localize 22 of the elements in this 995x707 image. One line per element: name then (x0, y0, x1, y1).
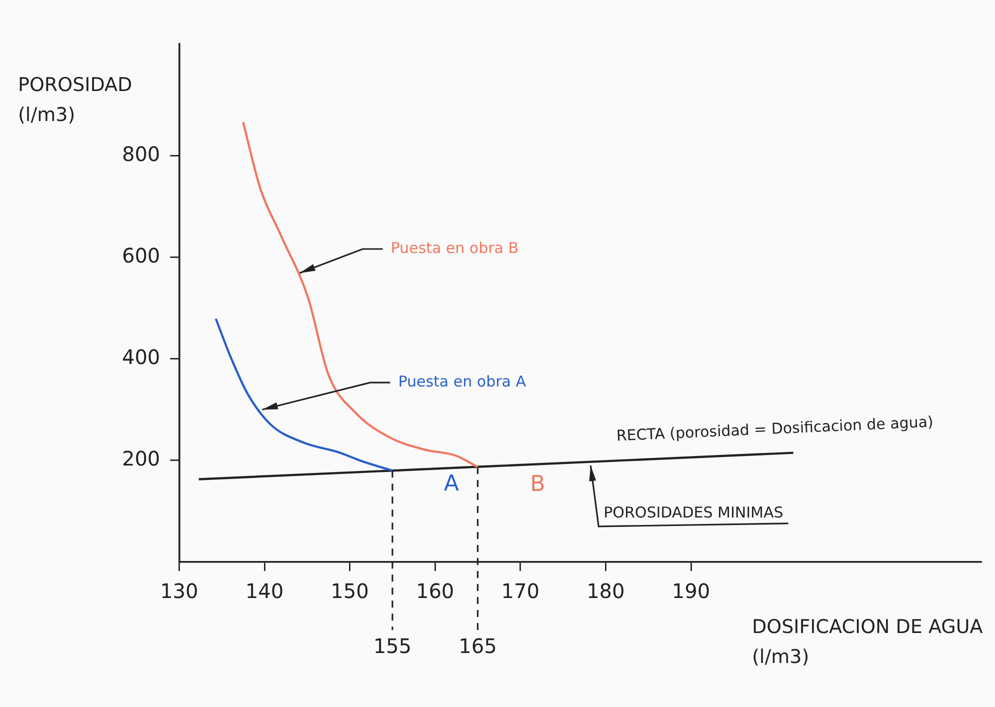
x-tick-label: 150 (330, 579, 369, 604)
x-tick-label: 160 (416, 579, 454, 604)
annotation: POROSIDADES MINIMAS (604, 503, 784, 522)
ref-line-label: 165 (458, 634, 497, 658)
y-tick-label: 600 (122, 243, 160, 268)
x-tick-label: 170 (501, 579, 540, 604)
y-tick-label: 200 (122, 446, 160, 471)
series-label: RECTA (porosidad = Dosificacion de agua) (616, 412, 934, 445)
text: Puesta en obra B (390, 238, 519, 257)
ref-line-label: 155 (373, 634, 412, 658)
x-tick-label: 190 (672, 579, 710, 604)
annotation: A (444, 471, 459, 496)
x-tick-label: 180 (586, 579, 625, 604)
y-axis-title: POROSIDAD (l/m3) (18, 73, 134, 128)
x-axis-title: DOSIFICACION DE AGUA (l/m3) (752, 615, 984, 670)
text: Puesta en obra A (398, 372, 527, 390)
x-tick-label: 140 (245, 579, 284, 604)
y-tick-label: 400 (122, 345, 160, 370)
annotation: B (530, 472, 546, 497)
x-tick-label: 130 (160, 579, 198, 604)
line-series (214, 318, 394, 472)
y-tick-label: 800 (122, 142, 160, 166)
